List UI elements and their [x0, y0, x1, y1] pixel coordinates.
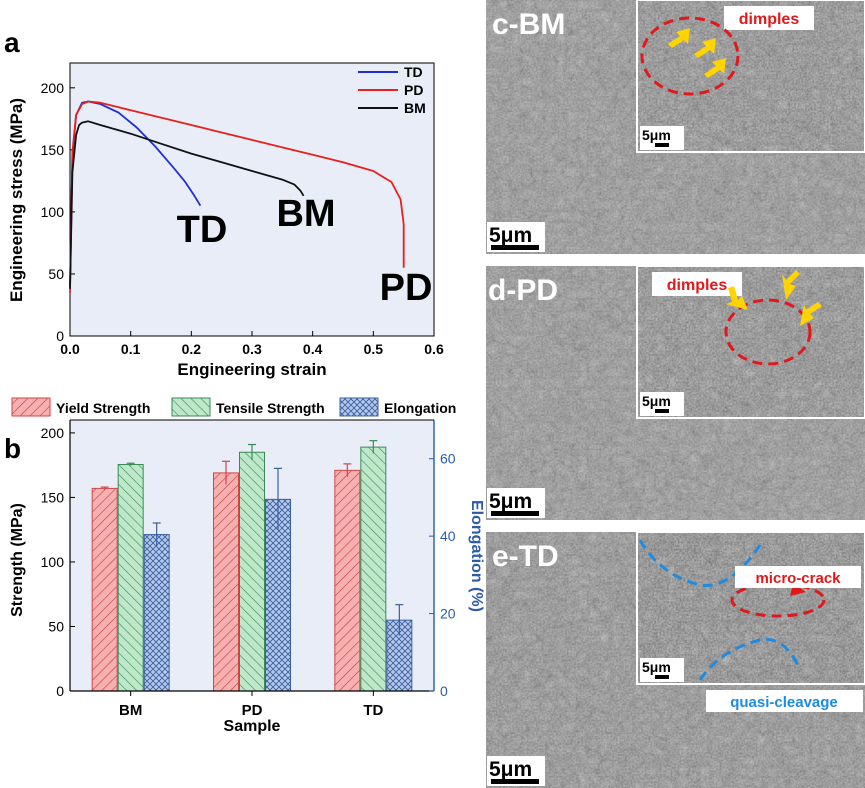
legend-label: Tensile Strength	[216, 400, 325, 416]
bar-yield-strength-bm	[91, 487, 118, 692]
x-tick-label: 0.3	[242, 341, 262, 357]
x-tick-label: 0.1	[121, 341, 141, 357]
y-tick-label: 200	[41, 425, 65, 441]
y-tick-label: 0	[56, 328, 64, 344]
bars	[91, 440, 413, 692]
micro-crack-circle	[730, 582, 826, 618]
panel-c-label: c-BM	[492, 8, 565, 41]
panel-e-label: e-TD	[492, 540, 559, 573]
annotation-micro-crack: micro-crack	[755, 570, 841, 587]
annotation-bm: BM	[276, 193, 335, 235]
y-tick-label: 0	[56, 683, 64, 699]
x-axis-label: Sample	[224, 718, 281, 735]
legend: Yield Strength Tensile Strength Elongation	[11, 397, 456, 417]
panel-d-label: d-PD	[488, 274, 558, 307]
y2-tick-label: 60	[440, 451, 456, 467]
legend-label: Elongation	[384, 400, 456, 416]
y-tick-label: 100	[41, 554, 65, 570]
x-tick-label: 0.0	[60, 341, 80, 357]
legend-swatch-yield-strength	[11, 397, 51, 417]
y-tick-label: 50	[48, 266, 64, 282]
bar-elongation-pd	[265, 498, 291, 692]
annotation-box	[735, 566, 861, 588]
bar-yield-strength-td	[334, 469, 361, 692]
panel-b-bar-chart: b Yield Strength Tensile Strength Elongati…	[4, 397, 485, 735]
legend-label-pd: PD	[404, 82, 423, 98]
legend: TD PD BM	[358, 64, 426, 116]
series-lines	[69, 100, 405, 293]
x-axis-ticks: 0.0 0.1 0.2 0.3 0.4 0.5 0.6	[60, 331, 444, 357]
y-axis-label: Strength (MPa)	[9, 503, 26, 617]
sem-panel-e: e-TD micro-crack quasi-cleavage 5μm 5μm	[486, 531, 865, 788]
dimples-circle-d	[724, 298, 812, 366]
arrow-icons-c	[668, 28, 726, 78]
legend-label-bm: BM	[404, 100, 426, 116]
y-axis-label: Engineering stress (MPa)	[7, 98, 26, 302]
panel-b-label: b	[4, 433, 21, 464]
quasi-cleavage-outline-bottom	[698, 637, 802, 681]
legend-swatch-elongation	[339, 397, 379, 417]
y2-tick-label: 40	[440, 528, 456, 544]
bar-tensile-strength-td	[360, 446, 387, 692]
inset-scale-label-c: 5μm	[642, 127, 671, 143]
x-axis-label: Engineering strain	[177, 360, 326, 379]
annotation-dimples-c: dimples	[739, 11, 800, 28]
sem-panel-d: d-PD dimples 5μm 5μm	[486, 265, 865, 520]
legend-swatch-tensile-strength	[171, 397, 211, 417]
scale-label-e: 5μm	[489, 758, 532, 781]
x-tick-label: PD	[242, 702, 263, 719]
annotation-quasi-cleavage: quasi-cleavage	[730, 694, 838, 711]
bar-yield-strength-pd	[213, 472, 239, 692]
arrow-icons-d	[726, 270, 822, 326]
series-line-bm	[69, 120, 305, 289]
inset-scale-label-e: 5μm	[642, 659, 671, 675]
bar-tensile-strength-pd	[239, 451, 265, 692]
inset-scale-label-d: 5μm	[642, 393, 671, 409]
annotation-pd: PD	[380, 267, 433, 309]
y-tick-label: 50	[48, 618, 64, 634]
y2-axis-label: Elongation (%)	[468, 500, 485, 612]
panel-a-line-chart: a 0 50 100 150 200 0.0 0.1 0.2 0.3 0.4 0.5 0.6 TD P…	[4, 27, 444, 379]
x-tick-label: BM	[119, 702, 142, 719]
bar-tensile-strength-bm	[117, 464, 144, 692]
annotation-box	[652, 272, 742, 296]
y-axis-ticks: 0 50 100 150 200	[41, 425, 75, 699]
x-tick-label: 0.5	[364, 341, 384, 357]
quasi-cleavage-outline-top	[638, 539, 762, 587]
annotation-td: TD	[177, 209, 228, 251]
bar-elongation-bm	[143, 534, 170, 692]
x-tick-label: TD	[363, 702, 383, 719]
series-line-pd	[69, 100, 405, 293]
x-tick-label: 0.2	[182, 341, 202, 357]
panel-a-label: a	[4, 27, 20, 58]
y-tick-label: 150	[41, 142, 65, 158]
y-tick-label: 200	[41, 80, 65, 96]
annotation-box	[706, 690, 863, 712]
y-tick-label: 150	[41, 489, 65, 505]
x-tick-label: 0.4	[303, 341, 323, 357]
x-tick-label: 0.6	[424, 341, 444, 357]
x-axis-ticks: BM PD TD	[119, 691, 383, 719]
y-axis-ticks: 0 50 100 150 200	[41, 80, 75, 344]
y-tick-label: 100	[41, 204, 65, 220]
legend-label: Yield Strength	[56, 400, 150, 416]
scale-label-d: 5μm	[489, 490, 532, 513]
legend-label-td: TD	[404, 64, 423, 80]
y2-axis-ticks: 0 20 40 60	[429, 451, 456, 699]
curve-annotations: TD BM PD	[177, 193, 433, 309]
sem-panel-c: c-BM dimples 5μm 5μm	[486, 0, 865, 254]
dimples-circle-c	[640, 16, 740, 96]
y2-tick-label: 20	[440, 606, 456, 622]
scale-label-c: 5μm	[489, 224, 532, 247]
annotation-box	[724, 6, 814, 30]
annotation-dimples-d: dimples	[667, 277, 728, 294]
y2-tick-label: 0	[440, 683, 448, 699]
